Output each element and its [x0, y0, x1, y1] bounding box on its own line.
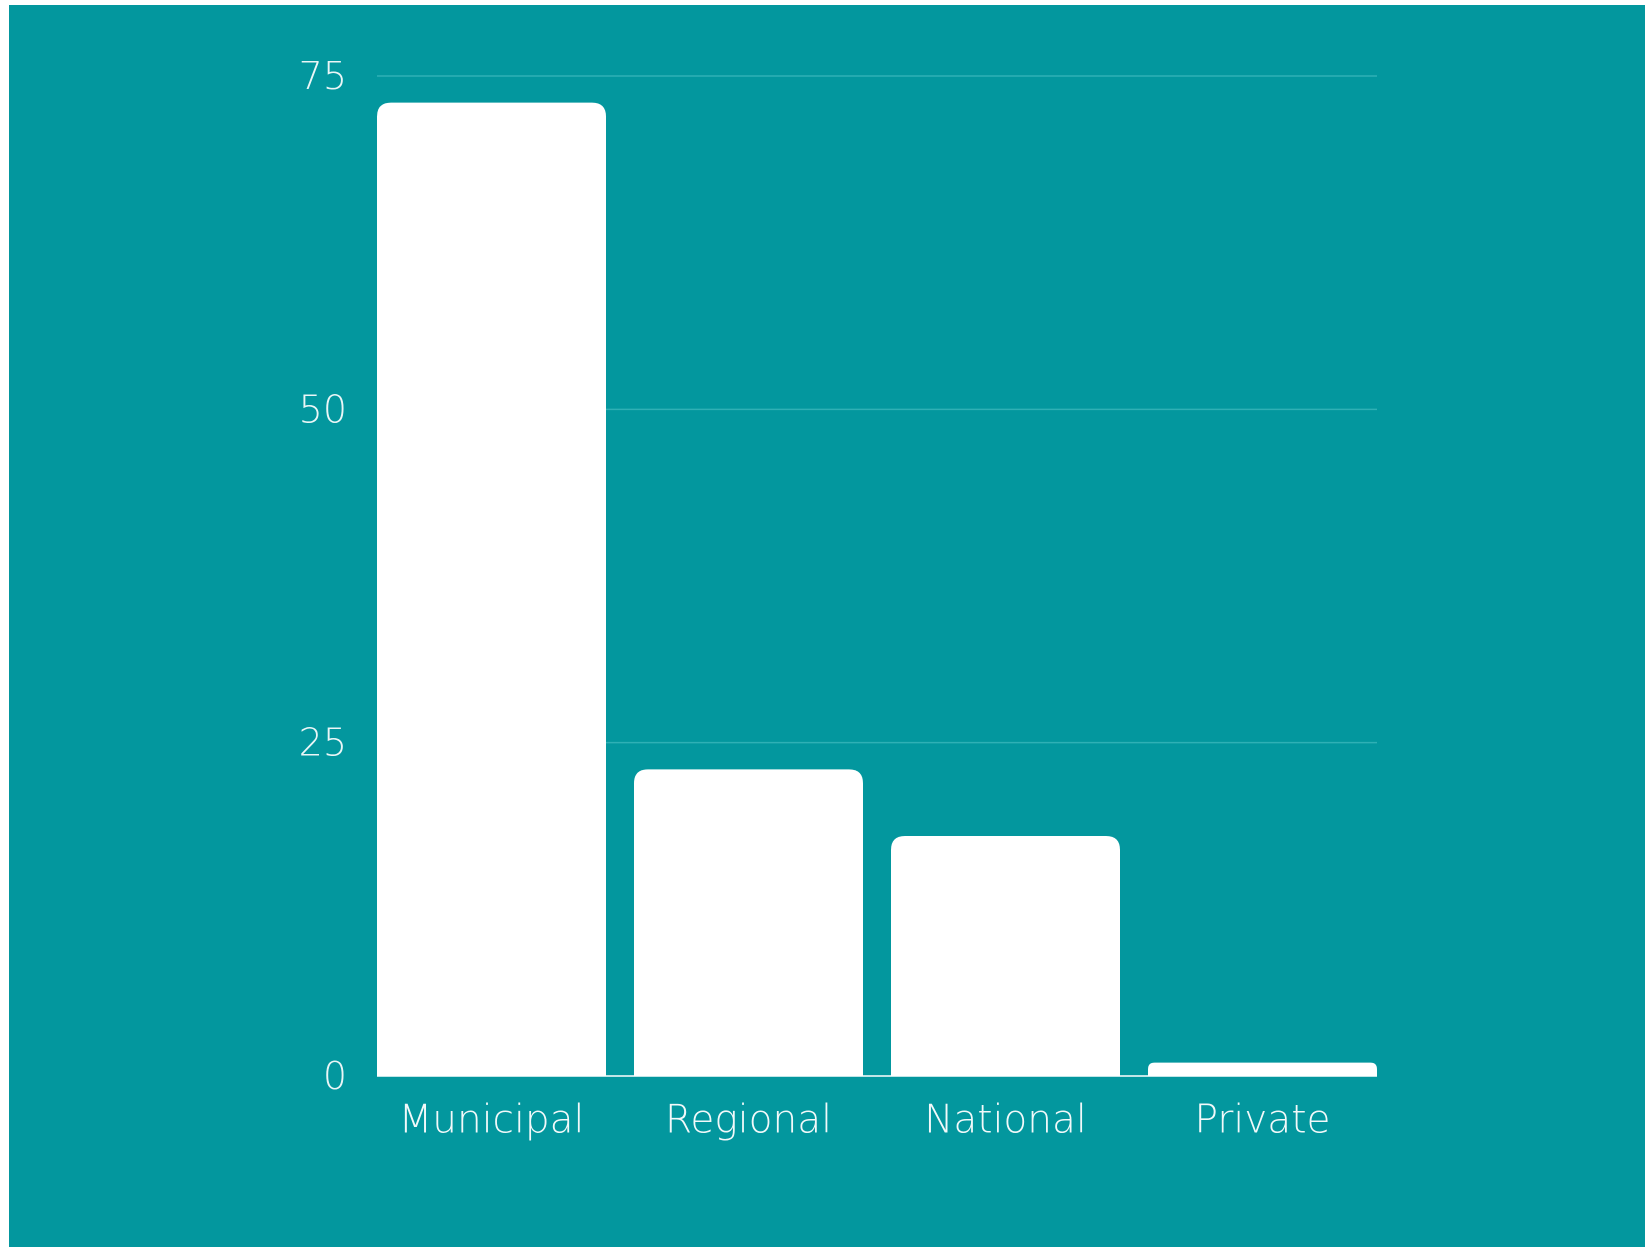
- x-tick-label: Municipal: [399, 1098, 585, 1143]
- x-axis: Municipal Regional National Private: [399, 1098, 1331, 1143]
- bar-chart: 0 25 50 75 Municipal Regional National Private: [9, 5, 1645, 1247]
- chart-panel: 0 25 50 75 Municipal Regional National Private: [9, 5, 1645, 1247]
- bar-private: [1148, 1062, 1377, 1076]
- bar-municipal: [377, 102, 606, 1076]
- x-tick-label: Private: [1195, 1098, 1331, 1143]
- y-tick-label: 75: [299, 54, 347, 98]
- x-tick-label: National: [924, 1098, 1087, 1143]
- y-axis: 0 25 50 75: [299, 54, 347, 1098]
- bar-regional: [634, 769, 863, 1076]
- y-tick-label: 0: [323, 1054, 347, 1098]
- bar-national: [891, 836, 1120, 1076]
- y-tick-label: 25: [299, 721, 347, 765]
- y-tick-label: 50: [299, 387, 347, 431]
- x-tick-label: Regional: [665, 1098, 832, 1143]
- bars: [377, 102, 1377, 1076]
